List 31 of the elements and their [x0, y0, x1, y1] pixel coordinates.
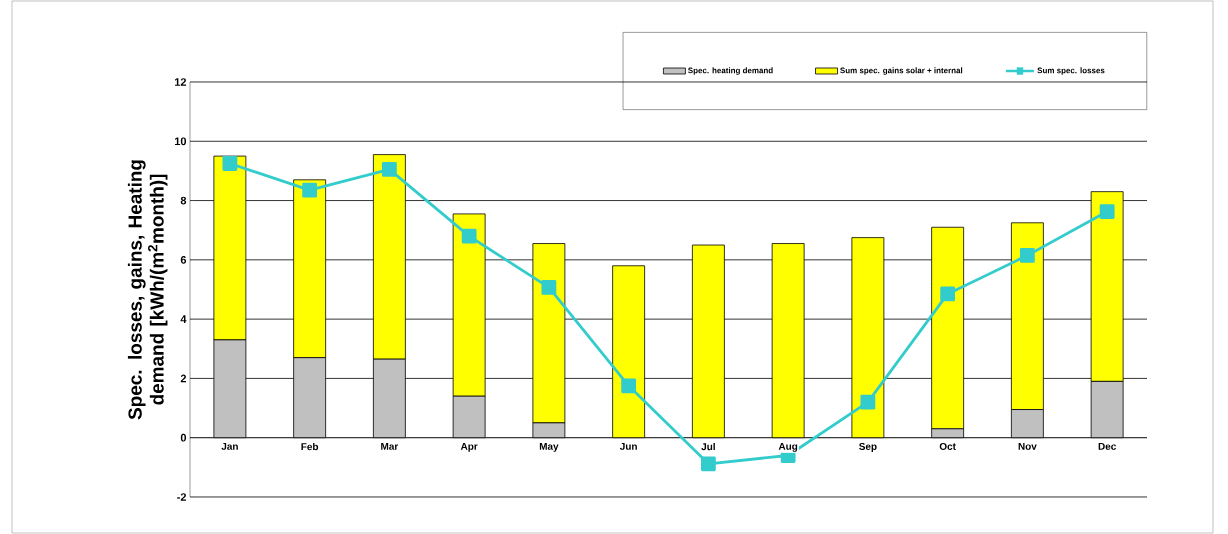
point	[222, 156, 238, 171]
y-tick-label: 6	[180, 255, 187, 264]
y-tick-label: 2	[180, 374, 187, 383]
point	[381, 162, 397, 177]
point	[461, 228, 477, 244]
x-tick-label: Jul	[701, 442, 715, 451]
x-tick-label: Aug	[778, 442, 798, 452]
point	[1019, 248, 1035, 263]
y-tick-label: -2	[177, 493, 187, 501]
y-tick-label: 8	[180, 196, 187, 205]
y-tick-label: 0	[180, 433, 187, 442]
y-tick-label: 10	[174, 137, 187, 146]
x-tick-label: May	[539, 442, 559, 452]
x-tick-label: Oct	[939, 442, 956, 450]
x-tick-label: Mar	[381, 442, 399, 450]
y-tick-label: 4	[180, 315, 187, 323]
y-tick-label: 12	[174, 78, 187, 86]
x-tick-label: Nov	[1018, 442, 1037, 450]
point	[700, 456, 716, 472]
point	[541, 280, 557, 295]
x-tick-label: Sep	[859, 442, 877, 452]
point	[860, 394, 876, 410]
x-tick-label: Dec	[1098, 442, 1116, 450]
x-tick-label: Jan	[221, 442, 238, 450]
point	[940, 286, 956, 302]
x-tick-label: Jun	[619, 442, 637, 450]
x-tick-label: Apr	[460, 442, 478, 452]
point	[1099, 204, 1115, 219]
x-tick-label: Feb	[301, 442, 319, 451]
point	[621, 378, 637, 394]
point	[302, 182, 318, 198]
